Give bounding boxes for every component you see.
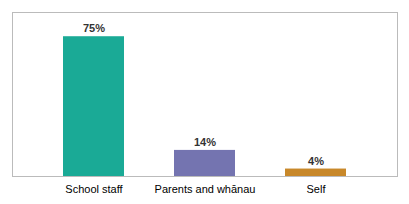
svg-text:75%: 75% [83,22,105,34]
svg-text:4%: 4% [308,155,324,167]
svg-text:Parents and whānau: Parents and whānau [155,183,256,195]
svg-text:School staff: School staff [65,183,123,195]
svg-text:Self: Self [307,183,327,195]
svg-text:14%: 14% [194,136,216,148]
